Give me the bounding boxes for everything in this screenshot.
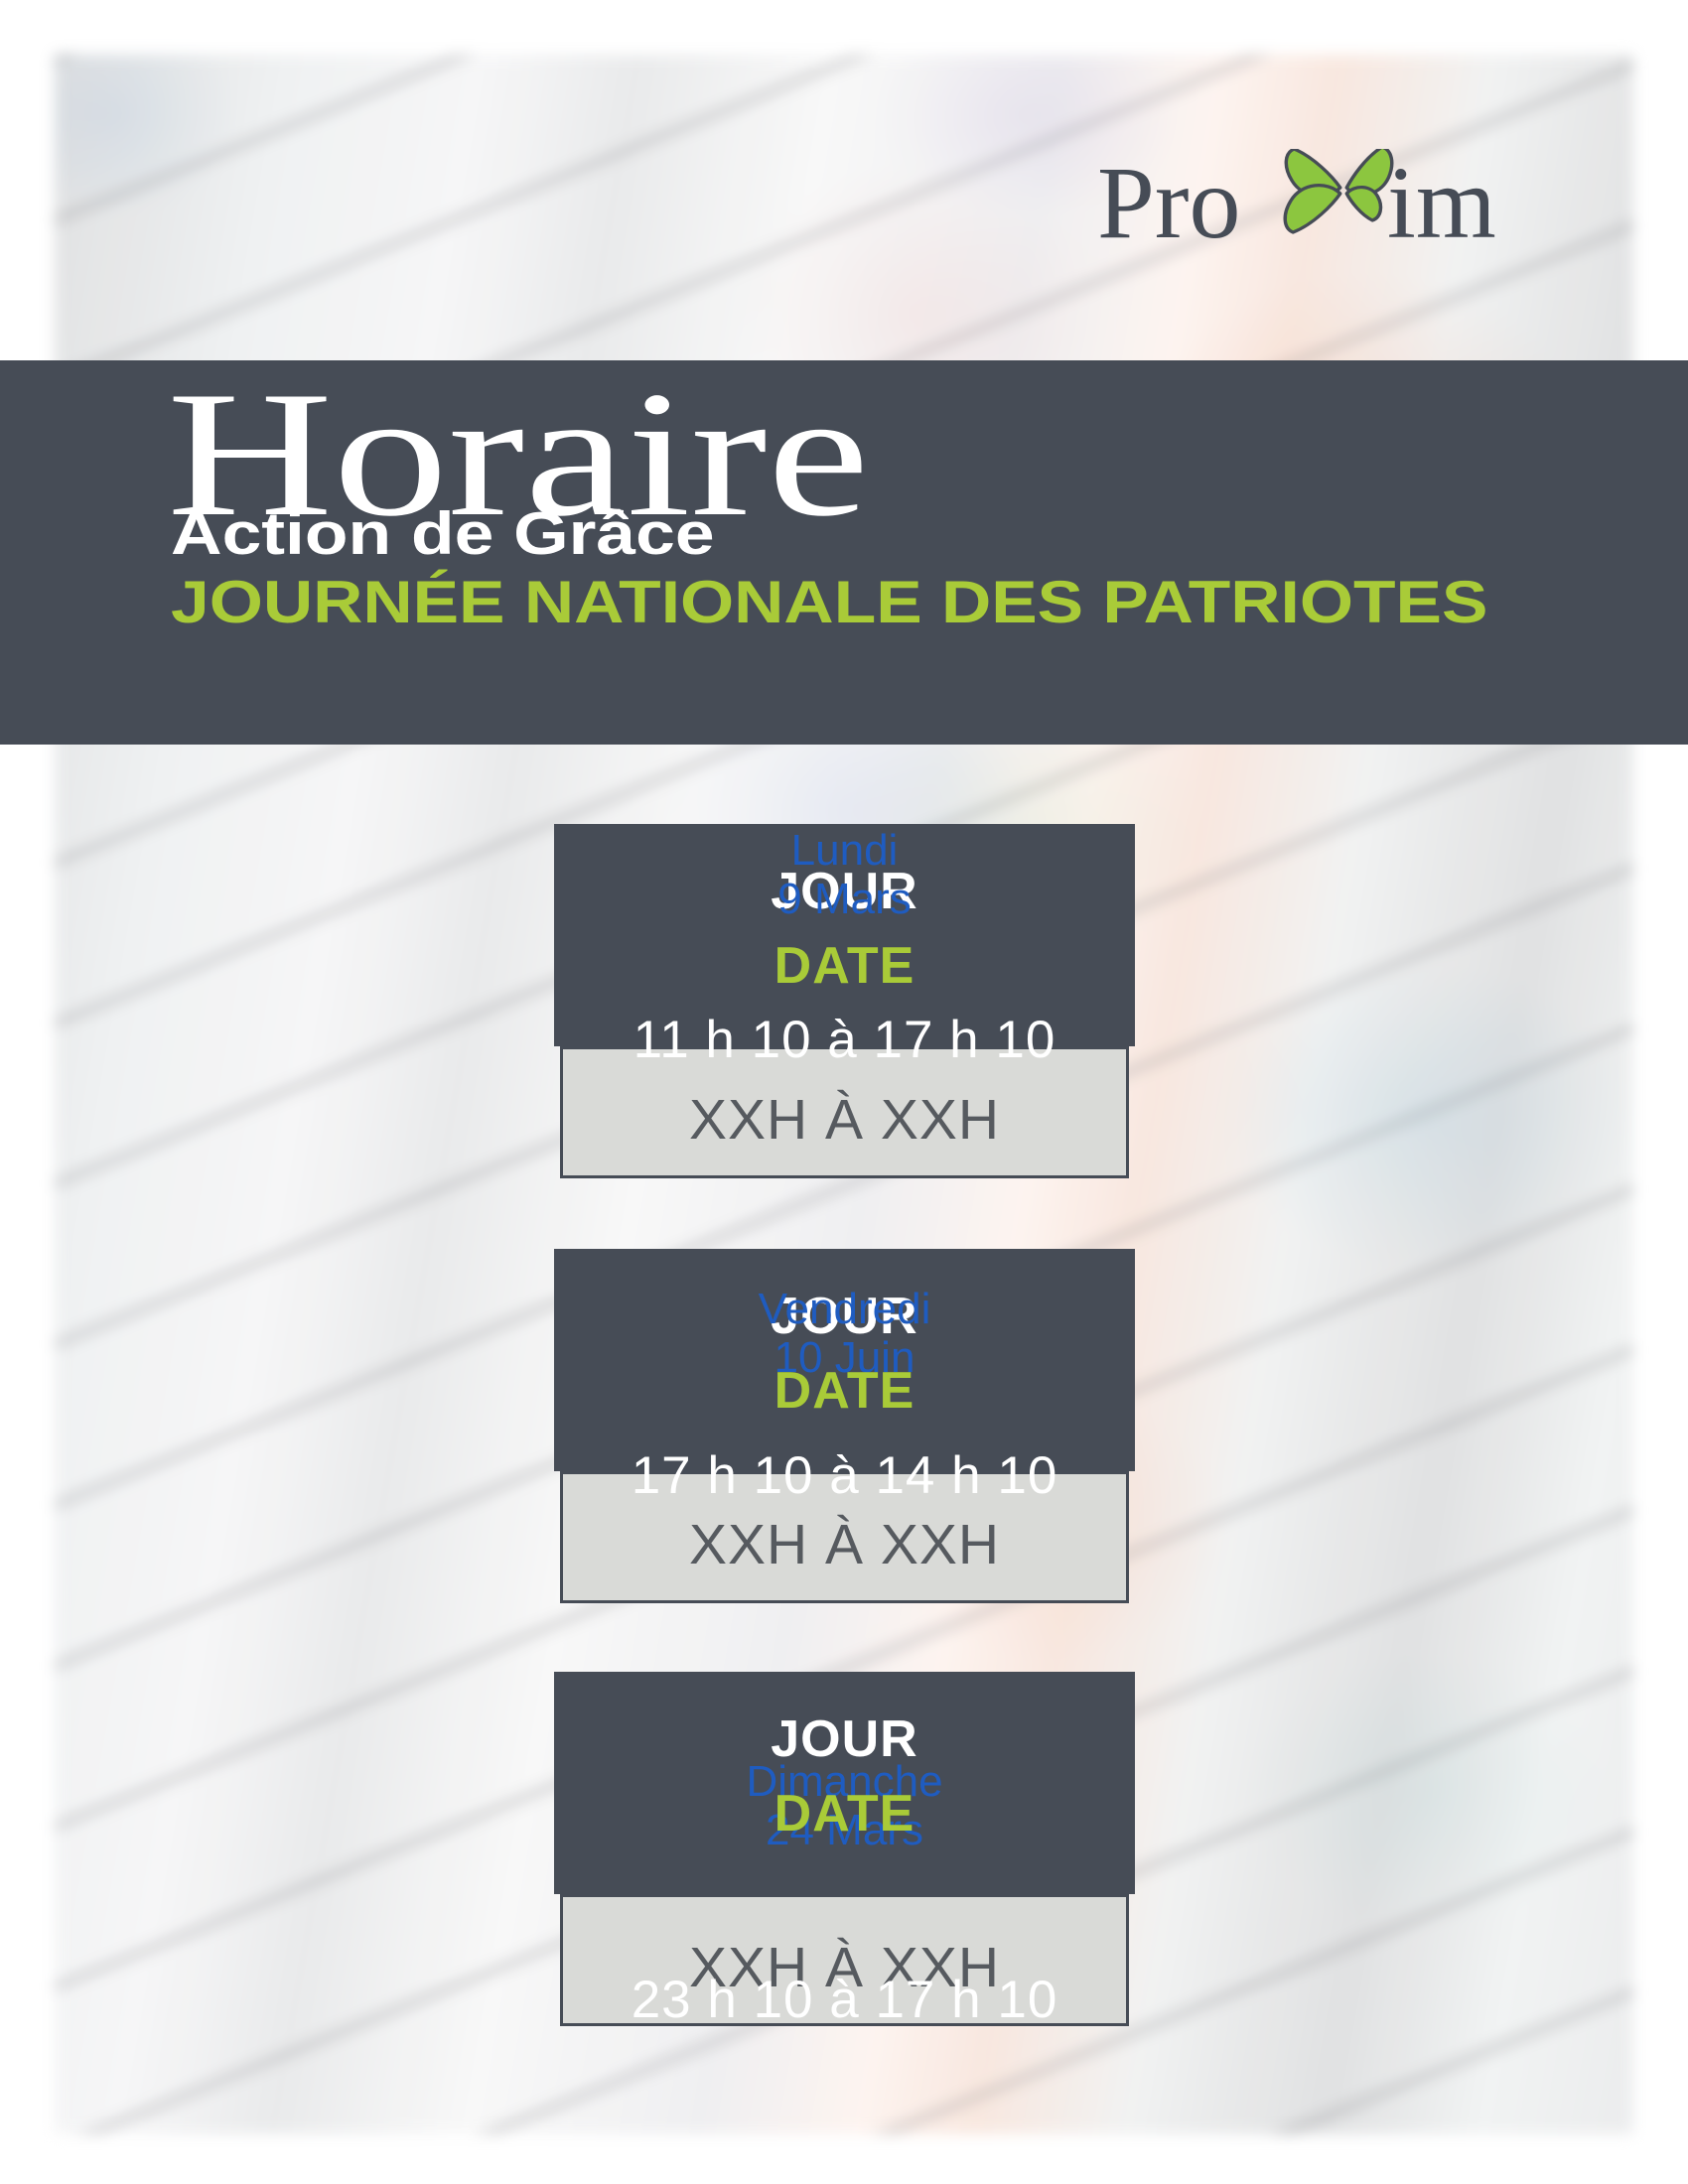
svg-text:Pro: Pro [1097, 149, 1240, 260]
svg-text:im: im [1387, 149, 1496, 260]
